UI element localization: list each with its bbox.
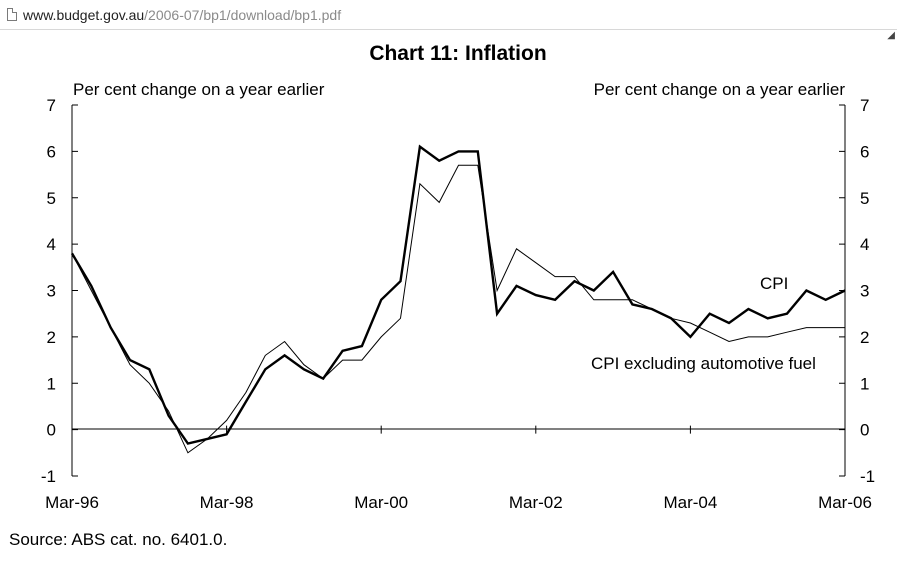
url-domain: www.budget.gov.au bbox=[23, 7, 145, 23]
x-tick-label: Mar-06 bbox=[818, 493, 872, 512]
series-layer bbox=[70, 144, 846, 454]
url-text[interactable]: www.budget.gov.au/2006-07/bp1/download/b… bbox=[23, 7, 341, 23]
x-tick-label: Mar-96 bbox=[45, 493, 99, 512]
y-tick-label-left: 3 bbox=[47, 282, 56, 301]
x-ticks: Mar-96 Mar-98 Mar-00 Mar-02 Mar-04 Mar-06 bbox=[45, 425, 872, 512]
url-path: /2006-07/bp1/download/bp1.pdf bbox=[144, 7, 342, 23]
y-ticks-right: -1 0 1 2 3 4 5 6 7 bbox=[839, 96, 875, 486]
y-tick-label-left: 5 bbox=[47, 189, 56, 208]
y-tick-label-right: 5 bbox=[860, 189, 869, 208]
chart-title: Chart 11: Inflation bbox=[369, 42, 546, 65]
x-tick-label: Mar-04 bbox=[663, 493, 717, 512]
scroll-corner-icon: ◢ bbox=[887, 30, 895, 41]
y-tick-label-left: -1 bbox=[41, 467, 56, 486]
source-note: Source: ABS cat. no. 6401.0. bbox=[9, 530, 228, 549]
y-tick-label-left: 2 bbox=[47, 328, 56, 347]
page-icon bbox=[7, 8, 17, 21]
y-tick-label-left: 1 bbox=[47, 374, 56, 393]
y-tick-label-right: 1 bbox=[860, 374, 869, 393]
y-tick-label-right: 2 bbox=[860, 328, 869, 347]
y-ticks-left: -1 0 1 2 3 4 5 6 7 bbox=[41, 96, 78, 486]
y-tick-label-right: 0 bbox=[860, 421, 869, 440]
y-axis-label-left: Per cent change on a year earlier bbox=[73, 80, 325, 99]
cpi-excl-fuel-line-label: CPI excluding automotive fuel bbox=[591, 354, 816, 373]
y-tick-label-right: 6 bbox=[860, 142, 869, 161]
cpi-excl-fuel-line bbox=[71, 164, 845, 454]
x-tick-label: Mar-98 bbox=[200, 493, 254, 512]
y-tick-label-right: 3 bbox=[860, 282, 869, 301]
address-bar[interactable]: www.budget.gov.au/2006-07/bp1/download/b… bbox=[0, 0, 897, 30]
y-tick-label-left: 0 bbox=[47, 421, 56, 440]
y-axis-label-right: Per cent change on a year earlier bbox=[594, 80, 846, 99]
y-tick-label-right: 7 bbox=[860, 96, 869, 115]
cpi-line-label: CPI bbox=[760, 274, 788, 293]
y-tick-label-right: -1 bbox=[860, 467, 875, 486]
x-tick-label: Mar-00 bbox=[354, 493, 408, 512]
cpi-line bbox=[70, 144, 846, 445]
y-tick-label-left: 4 bbox=[47, 235, 56, 254]
y-tick-label-left: 7 bbox=[47, 96, 56, 115]
y-tick-label-left: 6 bbox=[47, 142, 56, 161]
x-tick-label: Mar-02 bbox=[509, 493, 563, 512]
y-tick-label-right: 4 bbox=[860, 235, 869, 254]
